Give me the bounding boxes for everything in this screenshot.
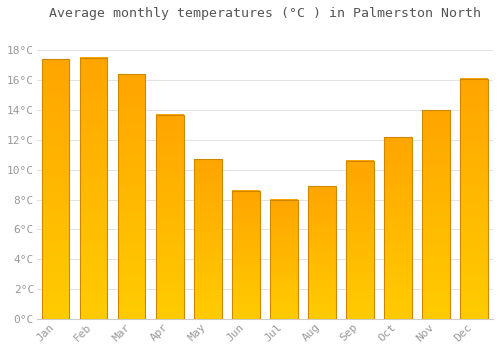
Bar xyxy=(232,191,260,319)
Bar xyxy=(308,186,336,319)
Bar xyxy=(194,159,222,319)
Bar xyxy=(118,74,146,319)
Bar xyxy=(80,58,108,319)
Title: Average monthly temperatures (°C ) in Palmerston North: Average monthly temperatures (°C ) in Pa… xyxy=(49,7,481,20)
Bar xyxy=(384,137,411,319)
Bar xyxy=(346,161,374,319)
Bar xyxy=(270,199,297,319)
Bar xyxy=(156,114,184,319)
Bar xyxy=(42,60,70,319)
Bar xyxy=(460,79,487,319)
Bar xyxy=(422,110,450,319)
